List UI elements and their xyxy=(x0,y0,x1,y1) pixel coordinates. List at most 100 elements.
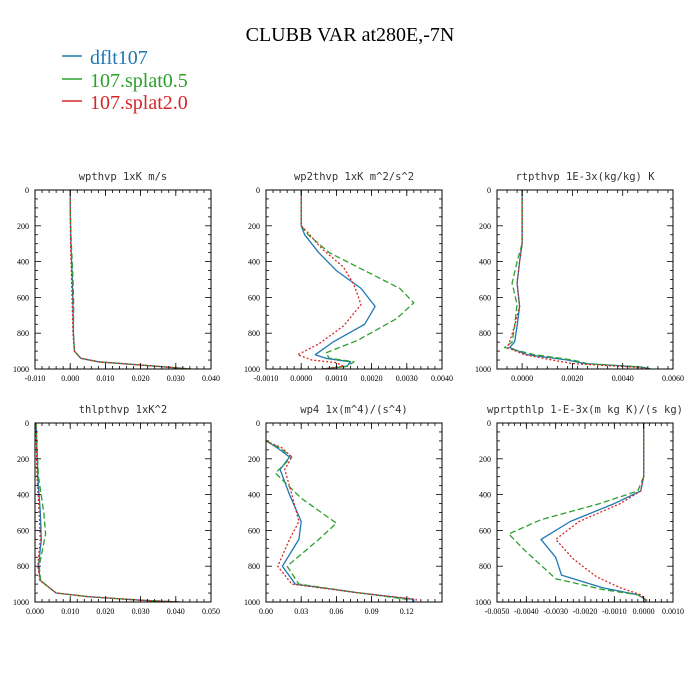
plot-frame xyxy=(496,422,674,603)
y-tick-label: 400 xyxy=(479,258,491,267)
y-tick-label: 600 xyxy=(479,293,491,302)
y-tick-label: 0 xyxy=(25,186,29,195)
y-tick-label: 400 xyxy=(479,491,491,500)
chart-panel: wpthvp 1xK m/s 0 200 400 600 800 1000-0.010 0.0… xyxy=(13,171,220,383)
x-tick-label: 0.000 xyxy=(61,374,79,383)
x-tick-label: 0.0030 xyxy=(396,374,418,383)
x-tick-label: 0.000 xyxy=(26,607,44,616)
y-tick-label: 0 xyxy=(256,419,260,428)
y-tick-label: 600 xyxy=(479,526,491,535)
y-tick-label: 800 xyxy=(17,329,29,338)
legend-item: 107.splat0.5 xyxy=(62,70,188,92)
legend-item: 107.splat2.0 xyxy=(62,92,188,114)
y-tick-label: 600 xyxy=(248,526,260,535)
y-tick-label: 0 xyxy=(487,419,491,428)
legend-label: dflt107 xyxy=(90,47,148,69)
x-tick-label: -0.0010 xyxy=(254,374,279,383)
y-tick-label: 600 xyxy=(17,293,29,302)
y-tick-label: 400 xyxy=(248,491,260,500)
x-tick-label: 0.030 xyxy=(132,607,150,616)
y-tick-label: 1000 xyxy=(244,598,260,607)
y-tick-label: 800 xyxy=(479,562,491,571)
x-tick-label: 0.06 xyxy=(329,607,343,616)
x-tick-label: 0.020 xyxy=(96,607,114,616)
legend-item: dflt107 xyxy=(62,47,148,69)
x-tick-label: -0.0030 xyxy=(543,607,568,616)
x-tick-label: 0.030 xyxy=(167,374,185,383)
x-tick-label: 0.0000 xyxy=(290,374,312,383)
y-tick-label: 1000 xyxy=(244,365,260,374)
x-tick-label: 0.09 xyxy=(365,607,379,616)
x-tick-label: 0.0040 xyxy=(431,374,453,383)
x-tick-label: 0.0040 xyxy=(612,374,634,383)
y-tick-label: 400 xyxy=(248,258,260,267)
y-tick-label: 200 xyxy=(17,222,29,231)
x-tick-label: 0.0000 xyxy=(511,374,533,383)
x-tick-label: -0.0020 xyxy=(573,607,598,616)
y-tick-label: 800 xyxy=(248,329,260,338)
x-tick-label: 0.00 xyxy=(259,607,273,616)
series-line xyxy=(555,423,648,602)
series-line xyxy=(540,423,648,602)
series-line xyxy=(506,190,648,369)
chart-title: thlpthvp 1xK^2 xyxy=(79,404,168,416)
series-line xyxy=(266,440,417,602)
y-tick-label: 400 xyxy=(17,258,29,267)
x-tick-label: 0.0020 xyxy=(361,374,383,383)
y-tick-label: 800 xyxy=(479,329,491,338)
series-line xyxy=(508,423,648,602)
x-tick-label: 0.040 xyxy=(167,607,185,616)
series-line xyxy=(508,190,651,369)
x-tick-label: 0.010 xyxy=(96,374,114,383)
y-tick-label: 200 xyxy=(479,222,491,231)
x-tick-label: 0.050 xyxy=(202,607,220,616)
y-tick-label: 600 xyxy=(17,526,29,535)
legend: dflt107 107.splat0.5 107.splat2.0 xyxy=(62,47,188,114)
chart-panel: rtpthvp 1E-3x(kg/kg) K 0 200 400 600 800 1000 0… xyxy=(475,171,684,383)
x-tick-label: 0.0060 xyxy=(662,374,684,383)
series-line xyxy=(300,190,376,369)
x-tick-label: 0.03 xyxy=(294,607,308,616)
series-line xyxy=(297,190,362,369)
y-tick-label: 800 xyxy=(17,562,29,571)
plot-frame xyxy=(496,189,674,370)
y-tick-label: 200 xyxy=(479,455,491,464)
y-tick-label: 0 xyxy=(25,419,29,428)
x-tick-label: -0.0040 xyxy=(514,607,539,616)
x-tick-label: 0.0010 xyxy=(325,374,347,383)
series-line xyxy=(35,423,180,602)
x-tick-label: 0.0010 xyxy=(662,607,684,616)
x-tick-label: 0.010 xyxy=(61,607,79,616)
chart-panel: wp2thvp 1xK m^2/s^2 0 200 400 600 800 1000-0.0… xyxy=(244,171,453,383)
y-tick-label: 1000 xyxy=(13,598,29,607)
y-tick-label: 400 xyxy=(17,491,29,500)
y-tick-label: 600 xyxy=(248,293,260,302)
series-line xyxy=(503,190,651,369)
y-tick-label: 200 xyxy=(248,222,260,231)
series-line xyxy=(69,190,192,369)
x-tick-label: 0.020 xyxy=(132,374,150,383)
y-tick-label: 1000 xyxy=(475,365,491,374)
y-tick-label: 200 xyxy=(17,455,29,464)
chart-title: wp4 1x(m^4)/(s^4) xyxy=(300,404,407,416)
chart-title: wprtpthlp 1-E-3x(m kg K)/(s kg) xyxy=(487,404,683,416)
y-tick-label: 1000 xyxy=(13,365,29,374)
x-tick-label: 0.0020 xyxy=(561,374,583,383)
x-tick-label: -0.010 xyxy=(25,374,46,383)
series-line xyxy=(69,190,190,369)
chart-title: rtpthvp 1E-3x(kg/kg) K xyxy=(515,171,655,183)
y-tick-label: 200 xyxy=(248,455,260,464)
plot-frame xyxy=(34,422,212,603)
x-tick-label: 0.12 xyxy=(400,607,414,616)
chart-title: wpthvp 1xK m/s xyxy=(79,171,168,183)
series-line xyxy=(266,440,414,602)
series-line xyxy=(35,423,180,602)
legend-label: 107.splat2.0 xyxy=(90,92,188,114)
x-tick-label: 0.0000 xyxy=(633,607,655,616)
y-tick-label: 0 xyxy=(256,186,260,195)
x-tick-label: -0.0010 xyxy=(602,607,627,616)
